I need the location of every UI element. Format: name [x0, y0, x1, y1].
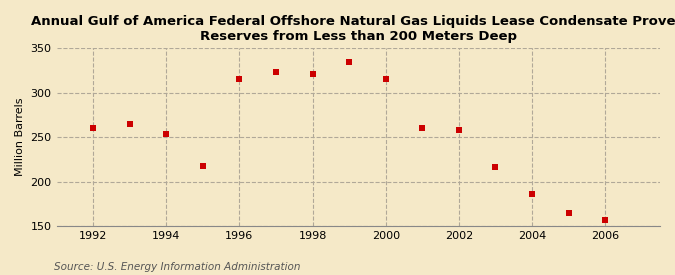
Point — [380, 77, 391, 82]
Point — [197, 163, 208, 168]
Point — [344, 59, 354, 64]
Point — [271, 70, 281, 75]
Point — [124, 122, 135, 126]
Point — [88, 126, 99, 130]
Point — [417, 126, 428, 130]
Text: Source: U.S. Energy Information Administration: Source: U.S. Energy Information Administ… — [54, 262, 300, 272]
Point — [454, 128, 464, 132]
Point — [600, 218, 611, 222]
Y-axis label: Million Barrels: Million Barrels — [15, 98, 25, 176]
Point — [234, 77, 245, 82]
Point — [526, 192, 537, 196]
Point — [490, 165, 501, 169]
Title: Annual Gulf of America Federal Offshore Natural Gas Liquids Lease Condensate Pro: Annual Gulf of America Federal Offshore … — [31, 15, 675, 43]
Point — [161, 132, 171, 137]
Point — [563, 210, 574, 215]
Point — [307, 72, 318, 76]
